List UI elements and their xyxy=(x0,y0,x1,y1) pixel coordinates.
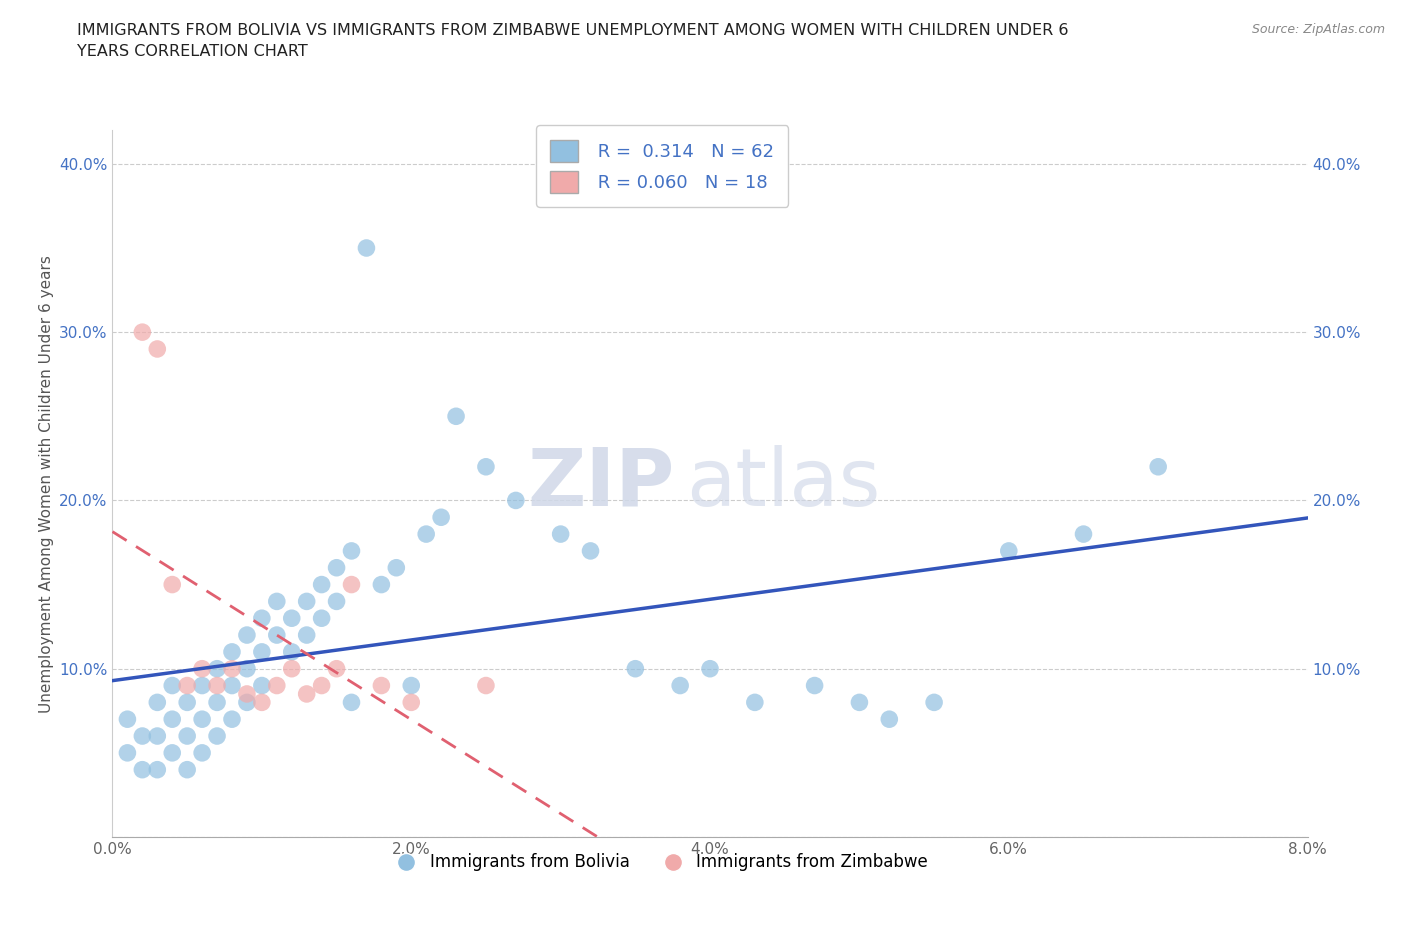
Point xyxy=(401,678,423,693)
Point xyxy=(340,578,363,592)
Point xyxy=(191,711,214,726)
Point xyxy=(162,678,183,693)
Point xyxy=(117,711,139,726)
Point xyxy=(221,644,243,659)
Point xyxy=(191,678,214,693)
Point xyxy=(295,594,318,609)
Point xyxy=(162,746,183,761)
Point xyxy=(191,746,214,761)
Point xyxy=(699,661,721,676)
Point xyxy=(131,763,153,777)
Point xyxy=(295,628,318,643)
Point xyxy=(266,594,288,609)
Point xyxy=(998,543,1021,558)
Point xyxy=(401,695,423,710)
Point xyxy=(176,763,198,777)
Point xyxy=(311,678,333,693)
Point xyxy=(311,578,333,592)
Point xyxy=(162,578,183,592)
Point xyxy=(131,728,153,743)
Point xyxy=(281,661,304,676)
Point xyxy=(236,695,259,710)
Point xyxy=(430,510,453,525)
Point xyxy=(176,728,198,743)
Point xyxy=(370,678,392,693)
Point xyxy=(162,711,183,726)
Point xyxy=(236,661,259,676)
Point xyxy=(311,611,333,626)
Point xyxy=(221,661,243,676)
Point xyxy=(205,728,228,743)
Point xyxy=(281,611,304,626)
Point xyxy=(340,695,363,710)
Point xyxy=(744,695,766,710)
Point xyxy=(385,560,408,575)
Point xyxy=(221,711,243,726)
Point xyxy=(325,661,347,676)
Point xyxy=(250,695,273,710)
Legend: Immigrants from Bolivia, Immigrants from Zimbabwe: Immigrants from Bolivia, Immigrants from… xyxy=(389,847,935,878)
Point xyxy=(250,611,273,626)
Point xyxy=(1147,459,1170,474)
Point xyxy=(266,628,288,643)
Point xyxy=(131,325,153,339)
Text: IMMIGRANTS FROM BOLIVIA VS IMMIGRANTS FROM ZIMBABWE UNEMPLOYMENT AMONG WOMEN WIT: IMMIGRANTS FROM BOLIVIA VS IMMIGRANTS FR… xyxy=(77,23,1069,60)
Point xyxy=(877,711,901,726)
Point xyxy=(205,678,228,693)
Point xyxy=(146,728,169,743)
Point xyxy=(117,746,139,761)
Point xyxy=(579,543,602,558)
Point xyxy=(146,763,169,777)
Point xyxy=(205,661,228,676)
Point xyxy=(848,695,870,710)
Point xyxy=(325,594,347,609)
Point xyxy=(370,578,392,592)
Point xyxy=(340,543,363,558)
Point xyxy=(191,661,214,676)
Point xyxy=(550,526,572,541)
Y-axis label: Unemployment Among Women with Children Under 6 years: Unemployment Among Women with Children U… xyxy=(38,255,53,712)
Text: Source: ZipAtlas.com: Source: ZipAtlas.com xyxy=(1251,23,1385,36)
Point xyxy=(475,459,498,474)
Point xyxy=(250,678,273,693)
Point xyxy=(281,644,304,659)
Point xyxy=(250,644,273,659)
Text: atlas: atlas xyxy=(686,445,880,523)
Point xyxy=(475,678,498,693)
Point xyxy=(803,678,825,693)
Point xyxy=(624,661,647,676)
Point xyxy=(176,695,198,710)
Point xyxy=(221,678,243,693)
Point xyxy=(176,678,198,693)
Point xyxy=(266,678,288,693)
Point xyxy=(669,678,692,693)
Point xyxy=(325,560,347,575)
Point xyxy=(415,526,437,541)
Point xyxy=(146,695,169,710)
Text: ZIP: ZIP xyxy=(527,445,675,523)
Point xyxy=(922,695,945,710)
Point xyxy=(236,628,259,643)
Point xyxy=(205,695,228,710)
Point xyxy=(295,686,318,701)
Point xyxy=(505,493,527,508)
Point xyxy=(1073,526,1095,541)
Point xyxy=(444,409,467,424)
Point xyxy=(236,686,259,701)
Point xyxy=(356,241,378,256)
Point xyxy=(146,341,169,356)
